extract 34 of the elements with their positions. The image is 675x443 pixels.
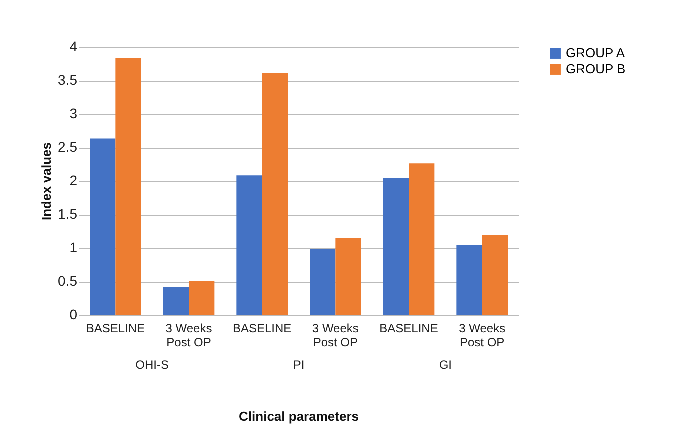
bar bbox=[336, 238, 362, 315]
y-tick-label: 0.5 bbox=[58, 273, 78, 289]
y-tick-label: 2 bbox=[70, 172, 78, 188]
x-tick-label: 3 Weeks Post OP bbox=[459, 322, 506, 350]
bar bbox=[383, 178, 409, 315]
y-tick-label: 3 bbox=[70, 106, 78, 122]
x-tick-label: 3 Weeks Post OP bbox=[312, 322, 359, 350]
bar bbox=[236, 176, 262, 315]
text: GI bbox=[439, 358, 452, 372]
y-axis-title: Index values bbox=[39, 142, 54, 221]
x-tick-label: BASELINE bbox=[232, 322, 292, 336]
y-tick-label: 1 bbox=[70, 240, 78, 256]
bar bbox=[262, 73, 288, 315]
legend-label: GROUP A bbox=[566, 46, 626, 60]
x-tick-label: 3 Weeks Post OP bbox=[166, 322, 212, 350]
bar bbox=[90, 138, 116, 315]
y-tick-label: 2.5 bbox=[58, 139, 78, 155]
x-tick-label: BASELINE bbox=[380, 322, 438, 336]
x-axis-title: Clinical parameters bbox=[239, 409, 359, 424]
y-tick-label: 0 bbox=[70, 306, 78, 322]
y-tick-label: 4 bbox=[70, 38, 78, 54]
bar bbox=[456, 245, 482, 315]
bar bbox=[116, 58, 142, 315]
y-tick-label: 3.5 bbox=[58, 72, 78, 88]
text: OHI-S bbox=[136, 358, 170, 372]
bar bbox=[310, 249, 336, 315]
bar bbox=[189, 282, 215, 315]
x-tick-label: BASELINE bbox=[86, 322, 146, 336]
text: PI bbox=[293, 358, 305, 372]
bar bbox=[409, 164, 435, 315]
legend-label: GROUP B bbox=[566, 62, 626, 76]
bar bbox=[163, 288, 189, 315]
bar bbox=[482, 235, 508, 315]
y-tick-label: 1.5 bbox=[58, 206, 78, 222]
